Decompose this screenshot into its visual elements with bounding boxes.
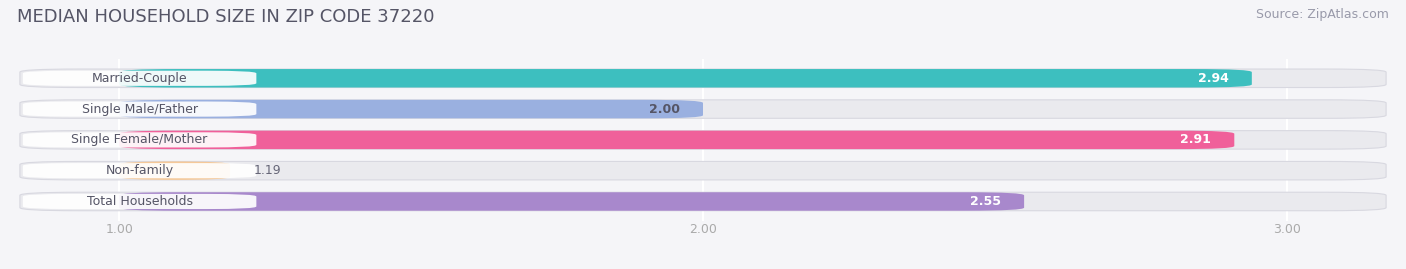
FancyBboxPatch shape — [22, 71, 256, 86]
Text: Non-family: Non-family — [105, 164, 174, 177]
FancyBboxPatch shape — [22, 132, 256, 147]
FancyBboxPatch shape — [120, 131, 1234, 149]
Text: Total Households: Total Households — [87, 195, 193, 208]
FancyBboxPatch shape — [22, 163, 256, 178]
Text: Source: ZipAtlas.com: Source: ZipAtlas.com — [1256, 8, 1389, 21]
Text: Married-Couple: Married-Couple — [91, 72, 187, 85]
FancyBboxPatch shape — [20, 192, 1386, 211]
Text: Single Male/Father: Single Male/Father — [82, 102, 198, 116]
FancyBboxPatch shape — [22, 194, 256, 209]
Text: 1.19: 1.19 — [253, 164, 281, 177]
FancyBboxPatch shape — [22, 101, 256, 117]
FancyBboxPatch shape — [120, 69, 1251, 87]
Text: 2.91: 2.91 — [1180, 133, 1211, 146]
FancyBboxPatch shape — [20, 100, 1386, 118]
FancyBboxPatch shape — [120, 100, 703, 118]
FancyBboxPatch shape — [120, 192, 1024, 211]
Text: 2.55: 2.55 — [970, 195, 1001, 208]
Text: Single Female/Mother: Single Female/Mother — [72, 133, 208, 146]
FancyBboxPatch shape — [20, 161, 1386, 180]
FancyBboxPatch shape — [20, 69, 1386, 87]
Text: 2.00: 2.00 — [648, 102, 679, 116]
FancyBboxPatch shape — [20, 131, 1386, 149]
FancyBboxPatch shape — [120, 161, 231, 180]
Text: MEDIAN HOUSEHOLD SIZE IN ZIP CODE 37220: MEDIAN HOUSEHOLD SIZE IN ZIP CODE 37220 — [17, 8, 434, 26]
Text: 2.94: 2.94 — [1198, 72, 1229, 85]
